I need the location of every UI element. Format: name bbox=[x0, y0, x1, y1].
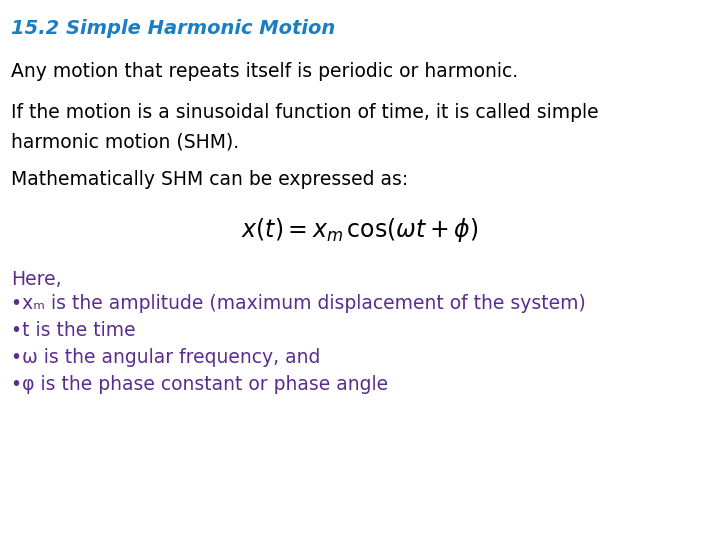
Text: $x(t) = x_m \,\cos(\omega t + \phi)$: $x(t) = x_m \,\cos(\omega t + \phi)$ bbox=[241, 216, 479, 244]
Text: •φ is the phase constant or phase angle: •φ is the phase constant or phase angle bbox=[11, 375, 388, 394]
Text: 15.2 Simple Harmonic Motion: 15.2 Simple Harmonic Motion bbox=[11, 19, 335, 38]
Text: •xₘ is the amplitude (maximum displacement of the system): •xₘ is the amplitude (maximum displaceme… bbox=[11, 294, 585, 313]
Text: harmonic motion (SHM).: harmonic motion (SHM). bbox=[11, 132, 239, 151]
Text: If the motion is a sinusoidal function of time, it is called simple: If the motion is a sinusoidal function o… bbox=[11, 103, 598, 122]
Text: Here,: Here, bbox=[11, 270, 61, 289]
Text: Mathematically SHM can be expressed as:: Mathematically SHM can be expressed as: bbox=[11, 170, 408, 189]
Text: Any motion that repeats itself is periodic or harmonic.: Any motion that repeats itself is period… bbox=[11, 62, 518, 81]
Text: •t is the time: •t is the time bbox=[11, 321, 135, 340]
Text: •ω is the angular frequency, and: •ω is the angular frequency, and bbox=[11, 348, 320, 367]
